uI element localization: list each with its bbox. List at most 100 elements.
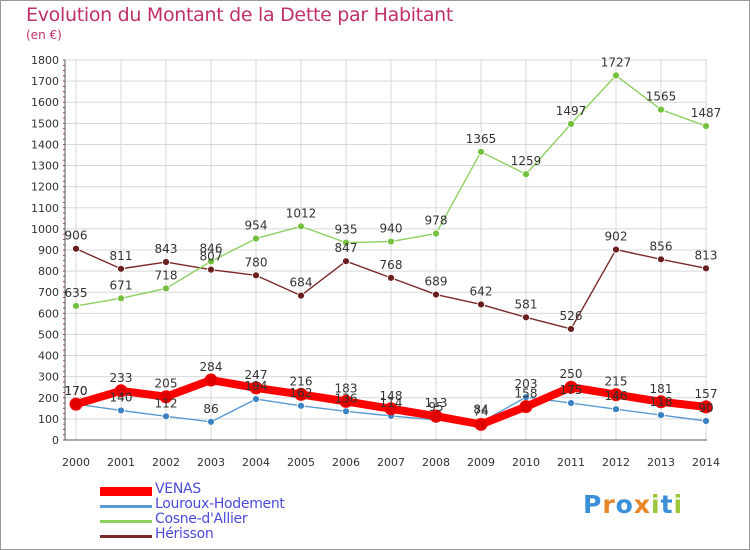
data-label-louroux-hodement: 84: [473, 402, 488, 416]
data-label-cosne-d-allier: 1365: [466, 132, 497, 146]
y-tick-label: 1300: [31, 160, 59, 173]
data-point-h-risson: [387, 273, 395, 282]
data-point-h-risson: [207, 265, 215, 274]
data-label-louroux-hodement: 114: [380, 396, 403, 410]
data-label-venas: 74: [473, 404, 488, 418]
data-point-venas: [339, 394, 353, 408]
data-label-cosne-d-allier: 1259: [511, 154, 542, 168]
data-label-venas: 170: [65, 384, 88, 398]
data-label-cosne-d-allier: 978: [425, 214, 448, 228]
data-label-h-risson: 847: [335, 241, 358, 255]
x-tick-label: 2001: [107, 456, 135, 469]
data-label-h-risson: 902: [605, 230, 628, 244]
x-tick-label: 2007: [377, 456, 405, 469]
data-point-venas: [384, 402, 398, 416]
data-point-h-risson: [297, 291, 305, 300]
x-tick-label: 2012: [602, 456, 630, 469]
data-point-h-risson: [342, 257, 350, 266]
data-label-h-risson: 642: [470, 284, 493, 298]
data-point-louroux-hodement: [612, 405, 620, 414]
data-point-venas: [519, 400, 533, 414]
data-label-h-risson: 684: [290, 276, 313, 290]
data-point-h-risson: [252, 271, 260, 280]
data-label-h-risson: 813: [695, 248, 718, 262]
y-tick-label: 400: [38, 350, 59, 363]
data-label-venas: 284: [200, 360, 223, 374]
data-label-louroux-hodement: 90: [698, 401, 713, 415]
data-label-louroux-hodement: 146: [605, 389, 628, 403]
data-point-cosne-d-allier: [207, 257, 215, 266]
data-point-venas: [654, 395, 668, 409]
data-point-louroux-hodement: [162, 412, 170, 421]
data-label-louroux-hodement: 118: [650, 395, 673, 409]
y-tick-label: 500: [38, 328, 59, 341]
x-tick-label: 2013: [647, 456, 675, 469]
data-label-louroux-hodement: 170: [65, 384, 88, 398]
legend-swatch: [100, 486, 152, 496]
x-tick-label: 2008: [422, 456, 450, 469]
data-point-h-risson: [567, 325, 575, 333]
y-tick-label: 1600: [31, 96, 59, 109]
y-tick-label: 1800: [31, 54, 59, 67]
data-label-cosne-d-allier: 1012: [286, 206, 317, 220]
data-label-venas: 216: [290, 374, 313, 388]
data-point-cosne-d-allier: [252, 234, 260, 243]
data-point-venas: [609, 388, 623, 402]
data-point-h-risson: [432, 290, 440, 299]
data-point-cosne-d-allier: [702, 122, 710, 130]
data-label-cosne-d-allier: 671: [110, 278, 133, 292]
y-tick-label: 0: [52, 434, 59, 447]
data-point-venas: [159, 390, 173, 404]
data-point-venas: [564, 380, 578, 394]
data-label-louroux-hodement: 112: [155, 396, 178, 410]
legend-label: Hérisson: [155, 526, 214, 542]
data-point-louroux-hodement: [657, 411, 665, 419]
data-label-louroux-hodement: 175: [560, 383, 583, 397]
x-tick-label: 2010: [512, 456, 540, 469]
y-tick-label: 100: [38, 413, 59, 426]
data-point-louroux-hodement: [342, 407, 350, 416]
x-tick-label: 2009: [467, 456, 495, 469]
data-label-cosne-d-allier: 1565: [646, 90, 677, 104]
x-tick-label: 2000: [62, 456, 90, 469]
data-point-venas: [114, 384, 128, 398]
data-label-h-risson: 581: [515, 297, 538, 311]
y-tick-label: 700: [38, 286, 59, 299]
data-point-h-risson: [522, 313, 530, 322]
data-label-h-risson: 811: [110, 249, 133, 263]
y-tick-label: 1700: [31, 75, 59, 88]
x-tick-label: 2003: [197, 456, 225, 469]
y-tick-label: 1500: [31, 117, 59, 130]
data-label-venas: 247: [245, 368, 268, 382]
data-label-cosne-d-allier: 1487: [691, 106, 722, 120]
y-tick-label: 600: [38, 307, 59, 320]
data-label-louroux-hodement: 136: [335, 391, 358, 405]
proxiti-logo: Proxiti: [583, 490, 684, 519]
data-label-venas: 158: [515, 387, 538, 401]
x-tick-label: 2004: [242, 456, 270, 469]
data-point-cosne-d-allier: [117, 294, 125, 303]
data-label-louroux-hodement: 140: [110, 390, 133, 404]
y-tick-label: 1400: [31, 138, 59, 151]
data-point-cosne-d-allier: [477, 147, 485, 156]
data-label-venas: 215: [605, 375, 628, 389]
data-point-h-risson: [117, 264, 125, 273]
data-label-louroux-hodement: 86: [203, 402, 218, 416]
x-tick-label: 2005: [287, 456, 315, 469]
data-label-cosne-d-allier: 635: [65, 286, 88, 300]
data-label-h-risson: 780: [245, 255, 268, 269]
y-tick-label: 1100: [31, 202, 59, 215]
data-label-h-risson: 768: [380, 258, 403, 272]
data-label-venas: 157: [695, 387, 718, 401]
data-label-h-risson: 906: [65, 229, 88, 243]
chart-title: Evolution du Montant de la Dette par Hab…: [26, 4, 454, 26]
legend-label: VENAS: [155, 481, 201, 497]
data-point-louroux-hodement: [297, 401, 305, 410]
data-label-louroux-hodement: 203: [515, 377, 538, 391]
data-point-venas: [249, 381, 263, 395]
data-label-venas: 148: [380, 389, 403, 403]
data-point-h-risson: [702, 264, 710, 273]
data-label-louroux-hodement: 194: [245, 379, 268, 393]
data-point-h-risson: [612, 245, 620, 254]
data-point-cosne-d-allier: [72, 302, 80, 310]
